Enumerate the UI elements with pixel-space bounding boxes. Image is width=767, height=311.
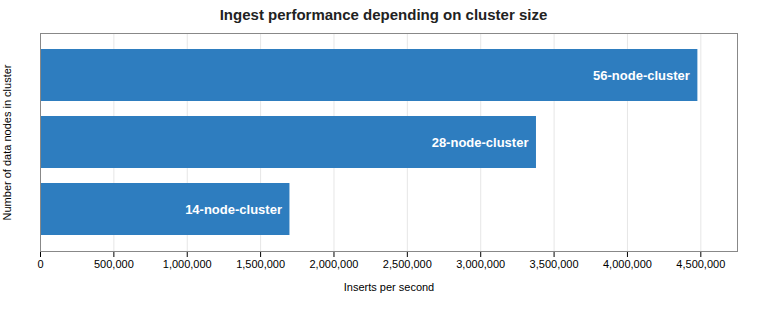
svg-text:56-node-cluster: 56-node-cluster	[593, 68, 690, 83]
svg-text:1,500,000: 1,500,000	[236, 258, 285, 270]
svg-text:2,000,000: 2,000,000	[310, 258, 359, 270]
svg-text:500,000: 500,000	[94, 258, 134, 270]
svg-text:Number of data nodes in cluste: Number of data nodes in cluster	[1, 64, 13, 220]
svg-text:4,500,000: 4,500,000	[676, 258, 725, 270]
svg-text:3,500,000: 3,500,000	[530, 258, 579, 270]
svg-text:14-node-cluster: 14-node-cluster	[185, 202, 282, 217]
svg-text:3,000,000: 3,000,000	[456, 258, 505, 270]
svg-text:1,000,000: 1,000,000	[163, 258, 212, 270]
svg-text:0: 0	[37, 258, 43, 270]
svg-text:28-node-cluster: 28-node-cluster	[432, 135, 529, 150]
svg-text:2,500,000: 2,500,000	[383, 258, 432, 270]
svg-text:Inserts per second: Inserts per second	[344, 281, 435, 293]
svg-text:4,000,000: 4,000,000	[603, 258, 652, 270]
html-text:Ingest performance depending o: Ingest performance depending on cluster …	[219, 6, 548, 23]
